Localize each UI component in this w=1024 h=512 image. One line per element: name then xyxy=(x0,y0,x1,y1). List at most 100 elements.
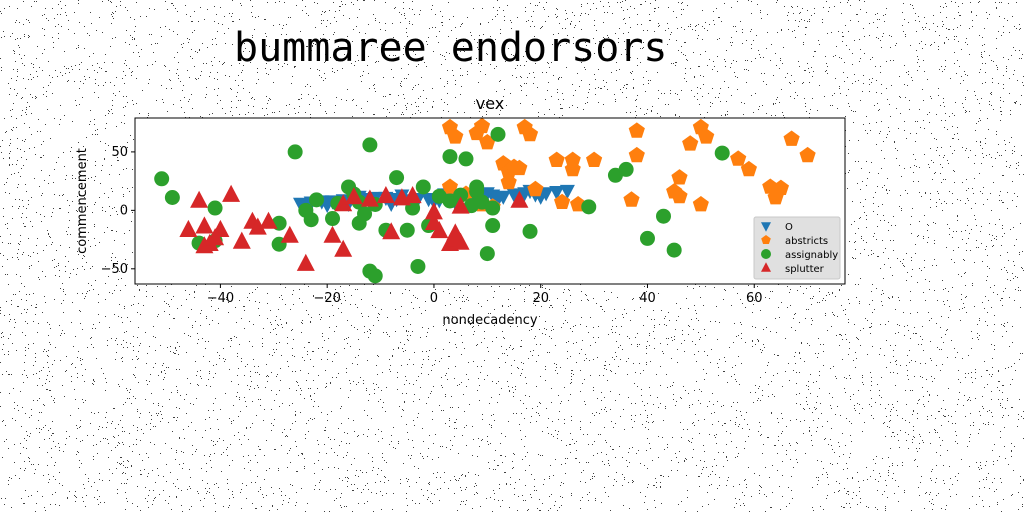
legend-label-abstricts: abstricts xyxy=(785,236,828,247)
data-point-assignably xyxy=(522,223,538,239)
data-point-splutter xyxy=(323,225,342,243)
y-axis-ticks: −50 0 50 xyxy=(101,145,135,277)
data-point-abstricts xyxy=(698,128,715,144)
data-point-splutter xyxy=(280,225,299,243)
data-point-abstricts xyxy=(628,122,645,138)
data-point-abstricts xyxy=(564,151,581,167)
data-point-assignably xyxy=(357,206,373,222)
data-point-assignably xyxy=(469,179,485,195)
x-tick-label: 40 xyxy=(639,291,656,306)
data-point-splutter xyxy=(248,217,267,235)
data-point-splutter xyxy=(211,219,230,237)
x-tick-label: −20 xyxy=(313,291,340,306)
data-point-splutter xyxy=(296,253,315,271)
data-point-assignably xyxy=(287,144,303,160)
data-point-assignably xyxy=(367,268,383,284)
data-point-assignably xyxy=(154,171,170,187)
data-point-assignably xyxy=(453,187,469,203)
data-point-assignably xyxy=(164,189,180,205)
data-point-assignably xyxy=(309,192,325,208)
x-tick-label: 20 xyxy=(532,291,549,306)
data-point-abstricts xyxy=(522,125,539,142)
data-point-assignably xyxy=(479,246,495,262)
data-point-splutter xyxy=(376,186,395,204)
points-layer xyxy=(154,117,816,284)
data-point-splutter xyxy=(195,216,214,234)
data-point-splutter xyxy=(222,184,241,202)
legend-box xyxy=(753,216,841,280)
data-point-assignably xyxy=(325,211,341,227)
legend-marker-assignably xyxy=(761,249,771,259)
figure-suptitle: bummaree endorsors xyxy=(234,25,668,71)
x-axis-ticks: −40 −20 0 20 40 60 xyxy=(207,284,763,306)
data-point-abstricts xyxy=(441,178,458,194)
data-point-abstricts xyxy=(554,193,571,209)
data-point-assignably xyxy=(666,242,682,258)
data-point-assignably xyxy=(485,218,501,234)
data-point-assignably xyxy=(399,222,415,238)
data-point-assignably xyxy=(458,151,474,167)
data-point-assignably xyxy=(207,200,223,216)
x-tick-label: −40 xyxy=(207,291,234,306)
data-point-assignably xyxy=(485,200,501,216)
data-point-abstricts xyxy=(740,160,757,177)
y-axis-label: commencement xyxy=(75,148,90,254)
data-point-abstricts xyxy=(586,151,603,167)
legend-marker-splutter xyxy=(761,262,771,272)
data-point-splutter xyxy=(232,231,251,249)
data-point-splutter xyxy=(382,222,401,240)
data-point-abstricts xyxy=(783,130,800,146)
data-point-abstricts xyxy=(799,146,816,163)
plot-frame xyxy=(134,117,846,285)
data-point-splutter xyxy=(403,186,422,204)
data-point-splutter xyxy=(190,190,209,208)
data-point-abstricts xyxy=(671,169,688,185)
data-point-splutter xyxy=(344,187,363,205)
data-point-abstricts xyxy=(682,135,699,151)
legend-label-splutter: splutter xyxy=(785,264,825,275)
data-point-splutter xyxy=(334,194,353,212)
data-point-assignably xyxy=(303,212,319,228)
data-point-splutter xyxy=(451,232,470,250)
data-point-assignably xyxy=(490,126,506,142)
data-point-abstricts xyxy=(671,187,688,204)
data-point-O xyxy=(490,193,506,208)
data-point-splutter xyxy=(259,211,278,229)
data-point-abstricts xyxy=(479,134,496,150)
data-point-abstricts xyxy=(447,128,464,144)
legend-marker-O xyxy=(761,222,771,232)
data-point-splutter xyxy=(334,239,353,257)
data-point-splutter xyxy=(430,221,449,239)
data-point-abstricts xyxy=(730,150,747,166)
data-point-assignably xyxy=(581,199,597,215)
data-point-assignably xyxy=(639,230,655,246)
data-point-splutter xyxy=(510,190,529,208)
x-tick-label: 60 xyxy=(746,291,763,306)
data-point-splutter xyxy=(360,189,379,207)
data-point-assignably xyxy=(714,145,730,161)
legend-label-O: O xyxy=(785,222,793,233)
data-point-assignably xyxy=(618,161,634,177)
data-point-abstricts xyxy=(692,196,709,212)
data-point-assignably xyxy=(410,258,426,274)
data-point-abstricts xyxy=(564,160,581,177)
data-point-assignably xyxy=(362,137,378,153)
data-point-assignably xyxy=(442,149,458,165)
data-point-O xyxy=(559,184,575,200)
x-axis-label: nondecadency xyxy=(442,313,537,328)
data-point-abstricts xyxy=(548,151,565,167)
data-point-assignably xyxy=(389,170,405,186)
legend-marker-abstricts xyxy=(761,235,771,244)
data-point-assignably xyxy=(415,179,431,195)
data-point-splutter xyxy=(424,202,443,220)
data-point-abstricts xyxy=(473,117,491,134)
data-point-abstricts xyxy=(772,179,789,195)
data-point-abstricts xyxy=(623,191,640,207)
data-point-O xyxy=(549,186,565,201)
x-tick-label: 0 xyxy=(430,291,438,306)
data-point-assignably xyxy=(655,208,671,224)
